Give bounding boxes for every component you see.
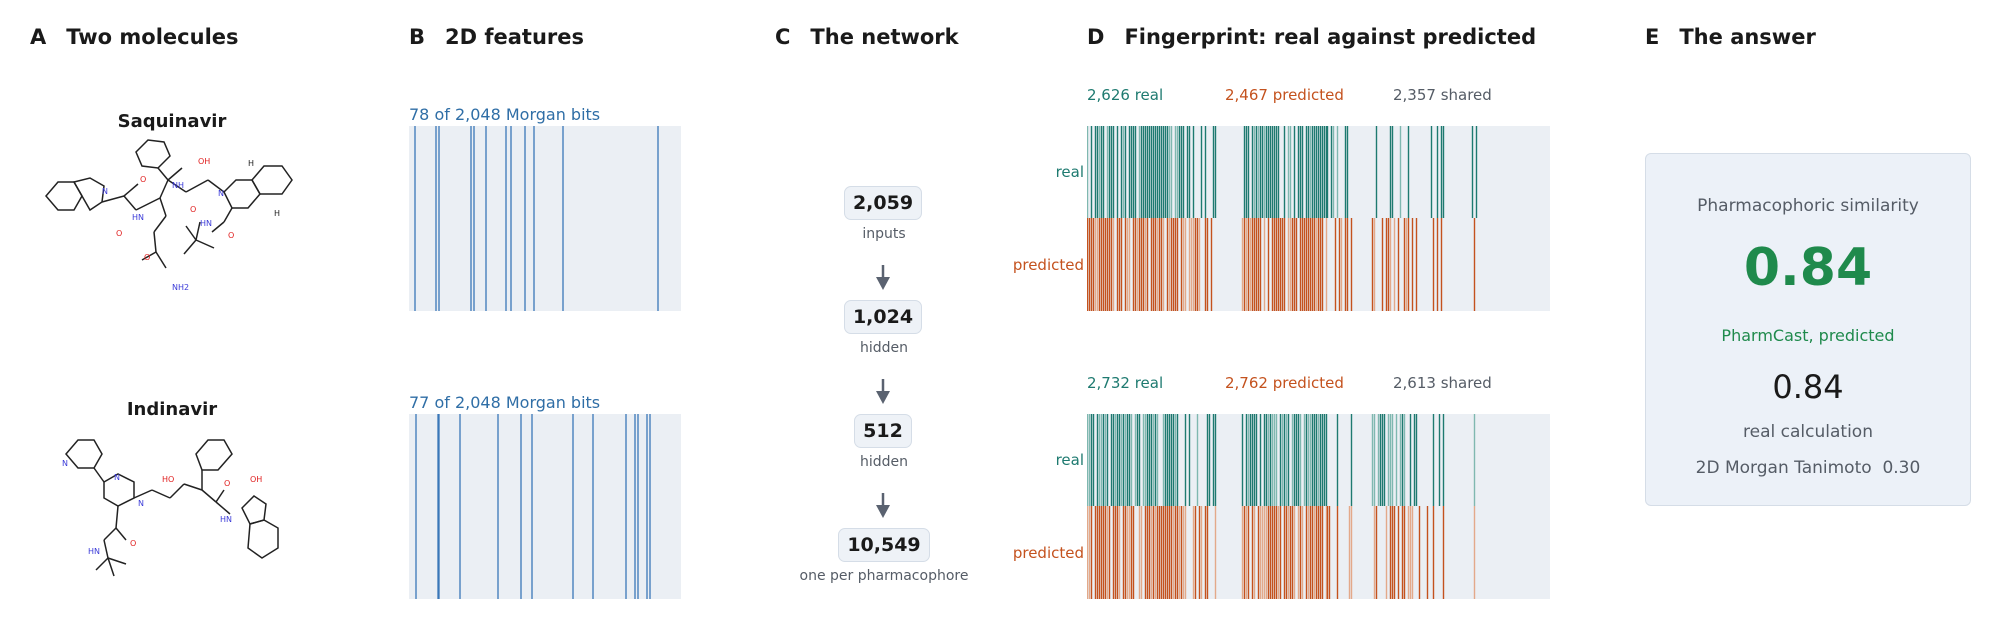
atom-label: O (116, 229, 122, 238)
morgan-bits-chart (414, 126, 659, 311)
atom-label: O (144, 253, 150, 262)
fingerprint-saquinavir (1086, 126, 1550, 311)
atom-label: O (224, 479, 230, 488)
panel-letter: A (30, 25, 47, 49)
atom-label: OH (250, 475, 262, 484)
panel-e-title: E The answer (1645, 25, 1816, 49)
saquinavir-structure: N O HN O OH N H H O HN NH O O NH2 (45, 139, 293, 292)
answer-card: Pharmacophoric similarity 0.84 PharmCast… (1645, 153, 1971, 506)
fp-shared-count: 2,613 shared (1393, 374, 1492, 392)
panel-title-text: Two molecules (66, 25, 239, 49)
morgan-bits-indinavir (409, 414, 681, 599)
atom-label: N (114, 473, 120, 482)
network-node-hidden-2: 512 (854, 414, 912, 448)
answer-heading: Pharmacophoric similarity (1697, 196, 1919, 216)
atom-label: O (140, 175, 146, 184)
arrow-down-icon (876, 493, 890, 518)
arrow-down-icon (876, 379, 890, 404)
fp-shared-count: 2,357 shared (1393, 86, 1492, 104)
panel-title-text: Fingerprint: real against predicted (1124, 25, 1537, 49)
atom-label: HN (88, 547, 100, 556)
morgan-caption-saquinavir: 78 of 2,048 Morgan bits (409, 105, 601, 124)
predicted-similarity-label: PharmCast, predicted (1721, 326, 1895, 345)
network-node-label: hidden (859, 340, 909, 356)
atom-label: NH2 (172, 283, 189, 292)
panel-letter: D (1087, 25, 1105, 49)
network-node-hidden-1: 1,024 (844, 300, 922, 334)
atom-label: N (218, 189, 224, 198)
molecule-name-saquinavir: Saquinavir (117, 111, 227, 132)
atom-label: OH (198, 157, 210, 166)
panel-letter: C (775, 25, 791, 49)
fp-real-count: 2,626 real (1087, 86, 1164, 104)
fp-predicted-count: 2,467 predicted (1225, 86, 1344, 104)
atom-label: HN (132, 213, 144, 222)
morgan-bits-saquinavir (409, 126, 681, 311)
atom-label: N (102, 187, 108, 196)
fp-row-label-real: real (1055, 163, 1084, 181)
predicted-similarity-value: 0.84 (1743, 238, 1873, 298)
panel-letter: E (1645, 25, 1660, 49)
atom-label: H (248, 159, 254, 168)
arrow-down-icon (876, 265, 890, 290)
fp-real-count: 2,732 real (1087, 374, 1164, 392)
atom-label: N (62, 459, 68, 468)
morgan-tanimoto-line: 2D Morgan Tanimoto 0.30 (1695, 458, 1921, 478)
panel-title-text: The answer (1679, 25, 1816, 49)
network-node-label: inputs (862, 226, 906, 242)
fp-row-label-predicted: predicted (1012, 256, 1084, 274)
molecule-name-indinavir: Indinavir (126, 399, 218, 420)
network-node-inputs: 2,059 (844, 186, 922, 220)
panel-title-text: The network (810, 25, 959, 49)
fingerprint-chart (1086, 414, 1476, 599)
morgan-caption-indinavir: 77 of 2,048 Morgan bits (409, 393, 601, 412)
fingerprint-indinavir (1086, 414, 1550, 599)
fp-row-label-predicted: predicted (1012, 544, 1084, 562)
real-similarity-value: 0.84 (1772, 368, 1844, 406)
network-node-output: 10,549 (838, 528, 930, 562)
panel-d-title: D Fingerprint: real against predicted (1087, 25, 1536, 49)
atom-label: HN (220, 515, 232, 524)
atom-label: N (138, 499, 144, 508)
panel-c-title: C The network (775, 25, 959, 49)
panel-b-title: B 2D features (409, 25, 584, 49)
real-similarity-label: real calculation (1743, 422, 1873, 442)
panel-letter: B (409, 25, 426, 49)
atom-label: O (228, 231, 234, 240)
atom-label: O (130, 539, 136, 548)
indinavir-structure: N N N HO OH O HN HN O (62, 439, 279, 577)
atom-label: O (190, 205, 196, 214)
atom-label: HO (162, 475, 174, 484)
fingerprint-chart (1086, 126, 1478, 311)
network-node-label: hidden (859, 454, 909, 470)
panel-title-text: 2D features (445, 25, 585, 49)
atom-label: HN (200, 219, 212, 228)
network-diagram: 2,059 inputs 1,024 hidden 512 hidden 10,… (780, 180, 988, 600)
atom-label: NH (172, 181, 184, 190)
fp-row-label-real: real (1055, 451, 1084, 469)
fp-predicted-count: 2,762 predicted (1225, 374, 1344, 392)
panel-a-title: A Two molecules (30, 25, 239, 49)
atom-label: H (274, 209, 280, 218)
morgan-bits-chart (415, 414, 651, 599)
network-node-label: one per pharmacophore (799, 568, 969, 584)
